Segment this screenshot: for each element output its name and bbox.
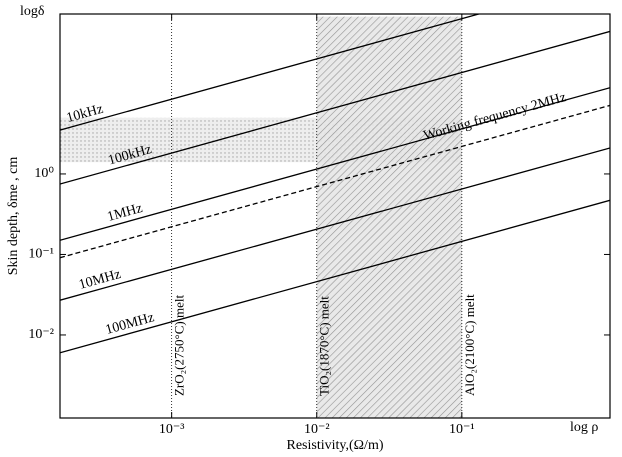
series-line [60,147,610,301]
y-axis-label: Skin depth, δme , cm [6,157,21,276]
shaded-region [316,16,462,418]
y-tick-label: 10⁻¹ [28,247,54,262]
y-tick-label: 10⁻² [28,327,54,342]
x-axis-label: Resistivity,(Ω/m) [287,438,384,453]
y-tick-label: 10⁰ [34,166,54,181]
x-tick-label: 10⁻³ [159,422,185,437]
melt-label: ZrO₂(2750°C) melt [172,295,187,396]
series-line [60,87,610,241]
melt-label: AlO₂(2100°C) melt [462,294,477,396]
plot-area [60,14,610,418]
x-corner-label: log ρ [570,420,598,435]
series-line [60,30,610,185]
x-tick-label: 10⁻² [304,422,330,437]
series-line [60,14,482,131]
series-label: 1MHz [106,201,144,225]
series-line [60,199,610,354]
y-corner-label: logδ [20,4,45,19]
melt-label: TiO₂(1870°C) melt [317,296,332,396]
x-tick-label: 10⁻¹ [449,422,475,437]
plot-frame [59,13,611,419]
series-line [60,104,610,259]
